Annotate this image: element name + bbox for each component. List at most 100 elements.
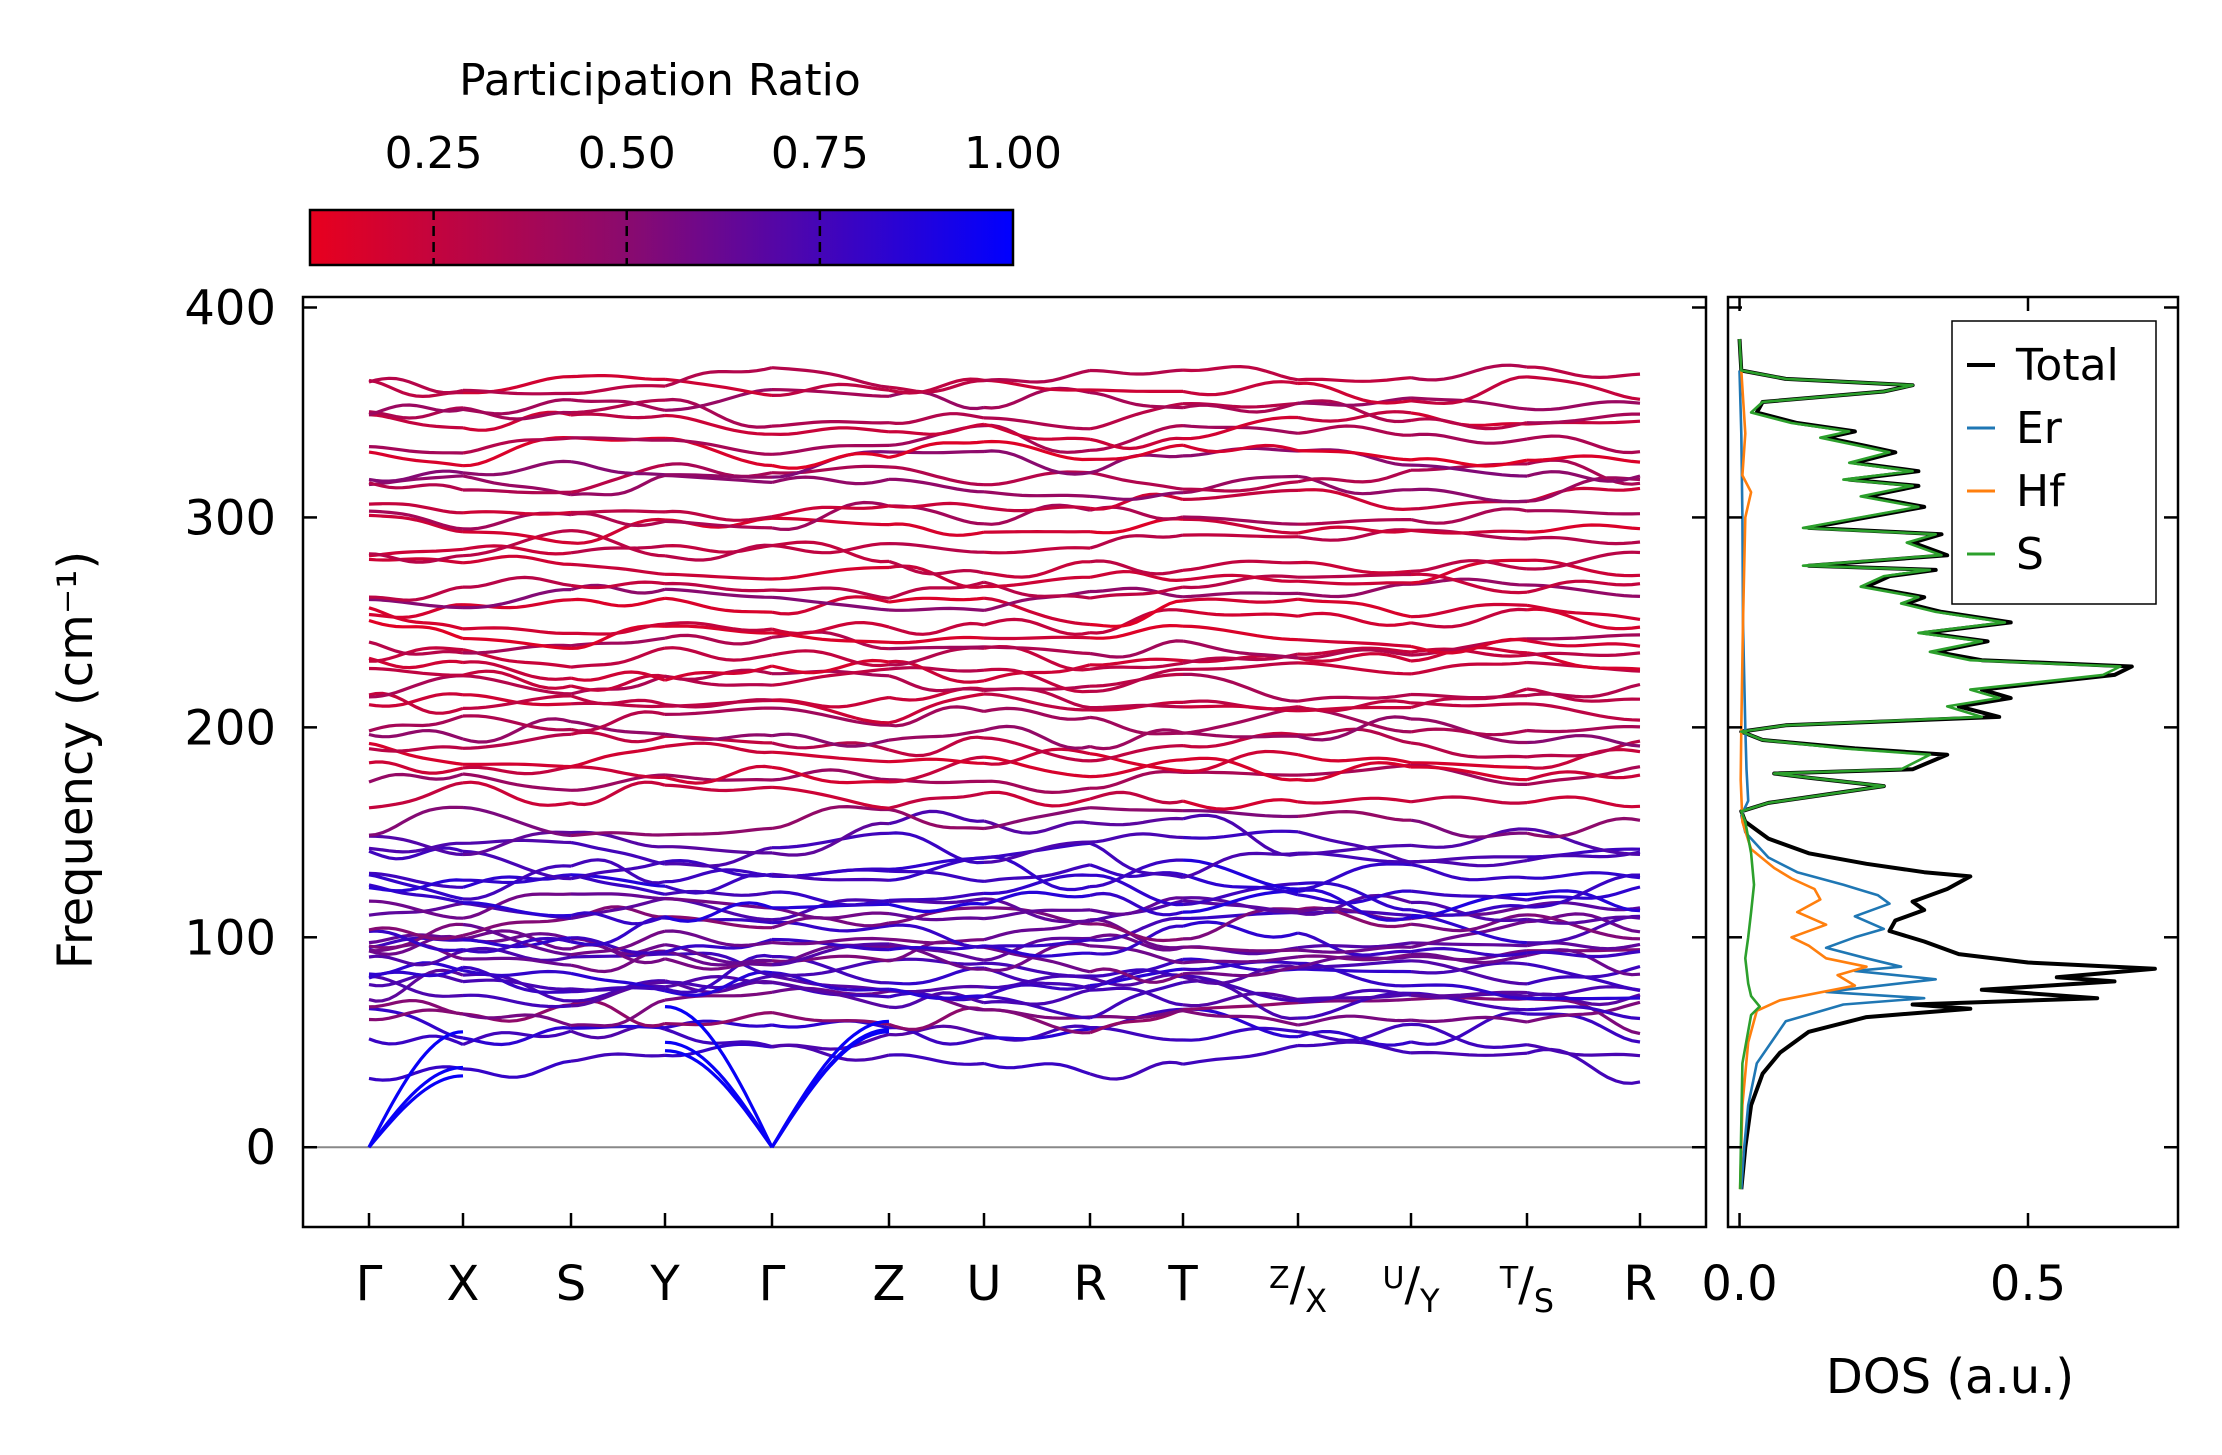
phonon-band [888, 755, 985, 784]
phonon-band [570, 911, 666, 926]
phonon-band [1297, 449, 1412, 462]
phonon-band [368, 552, 464, 564]
phonon-band [368, 656, 464, 670]
phonon-band [1411, 765, 1528, 782]
phonon-band [368, 772, 464, 784]
phonon-band [1297, 889, 1411, 905]
phonon-band [664, 624, 773, 635]
phonon-band [983, 1061, 1091, 1076]
phonon-band [664, 587, 773, 599]
phonon-band [1297, 648, 1412, 660]
phonon-band [1410, 375, 1528, 406]
phonon-band [771, 902, 890, 910]
phonon-band [368, 873, 464, 901]
phonon-band [462, 643, 572, 655]
phonon-band [888, 1053, 985, 1066]
phonon-band [771, 804, 889, 830]
phonon-band [368, 666, 463, 677]
acoustic-branch [367, 1074, 464, 1149]
phonon-band [983, 945, 1091, 974]
phonon-band [771, 504, 890, 519]
phonon-band [1182, 756, 1299, 782]
phonon-band [664, 897, 773, 910]
phonon-band [1297, 961, 1412, 988]
phonon-band [983, 724, 1091, 750]
phonon-band [1183, 480, 1299, 493]
phonon-band [664, 979, 773, 994]
phonon-band [664, 581, 773, 593]
phonon-band [1089, 1008, 1184, 1035]
phonon-band [771, 540, 890, 564]
phonon-band [983, 966, 1091, 990]
y-tick-label: 300 [184, 490, 276, 546]
phonon-band [1527, 633, 1641, 641]
phonon-band [1182, 415, 1299, 441]
phonon-band [1526, 747, 1641, 770]
phonon-band [1526, 912, 1641, 934]
phonon-band [462, 488, 572, 495]
phonon-band [888, 791, 985, 810]
k-point-label: U [966, 1256, 1001, 1312]
phonon-band [1297, 528, 1412, 542]
phonon-band [1526, 816, 1641, 839]
phonon-band [1089, 816, 1184, 827]
phonon-band [462, 956, 572, 967]
phonon-band [1182, 858, 1299, 891]
phonon-band [1089, 517, 1184, 535]
k-point-label: T/S [1499, 1257, 1554, 1320]
phonon-band [462, 780, 572, 807]
phonon-band [771, 420, 890, 428]
phonon-band [888, 957, 985, 966]
phonon-band [1410, 889, 1528, 902]
phonon-band [664, 698, 773, 709]
phonon-band [1297, 945, 1412, 954]
phonon-band [983, 490, 1091, 498]
phonon-band [1526, 375, 1641, 401]
phonon-band [771, 980, 890, 1009]
phonon-band [888, 923, 985, 949]
phonon-band [664, 951, 773, 977]
phonon-band [1297, 652, 1412, 663]
phonon-band [570, 412, 666, 420]
phonon-band [462, 459, 572, 477]
phonon-band [462, 762, 572, 769]
phonon-band [983, 635, 1091, 641]
phonon-band [462, 669, 572, 690]
phonon-band [1089, 758, 1184, 779]
phonon-band [1182, 591, 1299, 599]
phonon-band [1526, 639, 1641, 648]
phonon-band [368, 936, 464, 950]
phonon-band [1410, 795, 1528, 805]
phonon-band [1182, 380, 1299, 397]
phonon-band [1182, 443, 1299, 454]
phonon-band [888, 635, 985, 645]
phonon-band [983, 938, 1091, 949]
phonon-band [462, 406, 572, 421]
phonon-band [1410, 1050, 1528, 1057]
phonon-band [1526, 434, 1641, 455]
phonon-band [462, 838, 572, 845]
phonon-band [368, 926, 464, 941]
phonon-band [664, 858, 773, 878]
phonon-band [1089, 832, 1184, 844]
phonon-band [1297, 843, 1412, 856]
phonon-band [771, 937, 890, 952]
phonon-band [462, 922, 572, 957]
phonon-band [983, 368, 1091, 384]
phonon-band [1526, 913, 1641, 941]
phonon-band [664, 741, 773, 755]
phonon-band [1182, 706, 1299, 735]
phonon-band [1089, 944, 1184, 965]
phonon-band [664, 543, 773, 562]
acoustic-branch [664, 1040, 774, 1149]
phonon-band [1410, 983, 1528, 1001]
phonon-band [1297, 518, 1411, 526]
colorbar-tick-label: 0.50 [578, 128, 676, 179]
phonon-band [771, 382, 890, 397]
phonon-band [1182, 808, 1299, 819]
phonon-band [570, 986, 665, 994]
phonon-band [771, 942, 889, 967]
phonon-band [462, 674, 572, 696]
phonon-band [771, 595, 890, 616]
